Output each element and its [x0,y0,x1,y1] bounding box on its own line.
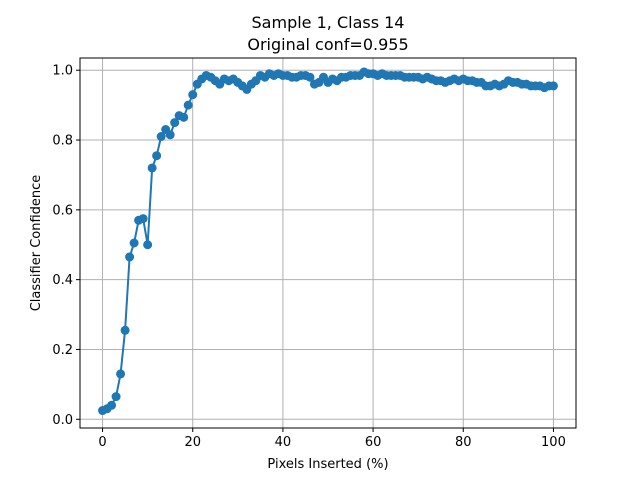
series-layer [98,67,558,416]
data-point [548,81,558,91]
data-point [156,132,166,142]
tick-layer: 0 20 40 60 80 100 0.0 0.2 0.4 0.6 0.8 1.0 [52,64,566,450]
data-point [165,130,175,140]
data-point [170,118,180,128]
data-point [179,112,189,122]
y-tick-label: 0.6 [52,203,73,218]
y-tick-label: 1.0 [52,64,73,79]
data-point [305,72,315,82]
data-point [138,214,148,224]
data-point [120,325,130,335]
x-tick-label: 0 [98,435,106,450]
data-point [129,238,139,248]
plot-frame [79,57,577,429]
y-tick-label: 0.8 [52,134,73,149]
y-tick-label: 0.4 [52,273,73,288]
data-point [147,163,157,173]
y-tick-label: 0.2 [52,343,73,358]
chart-title-line-1: Sample 1, Class 14 [252,13,405,32]
x-tick-label: 20 [184,435,201,450]
data-point [183,100,193,110]
data-point [143,240,153,250]
data-point [125,252,135,262]
y-tick-label: 0.0 [52,413,73,428]
data-point [152,151,162,161]
chart-title-line-2: Original conf=0.955 [247,35,408,54]
x-axis-label: Pixels Inserted (%) [267,457,388,472]
x-tick-label: 60 [365,435,382,450]
x-tick-label: 100 [541,435,566,450]
data-point [188,90,198,100]
x-tick-label: 80 [455,435,472,450]
data-point [111,392,121,402]
y-axis-label: Classifier Confidence [29,175,44,312]
data-point [116,369,126,379]
data-point [107,400,117,410]
x-tick-label: 40 [275,435,292,450]
